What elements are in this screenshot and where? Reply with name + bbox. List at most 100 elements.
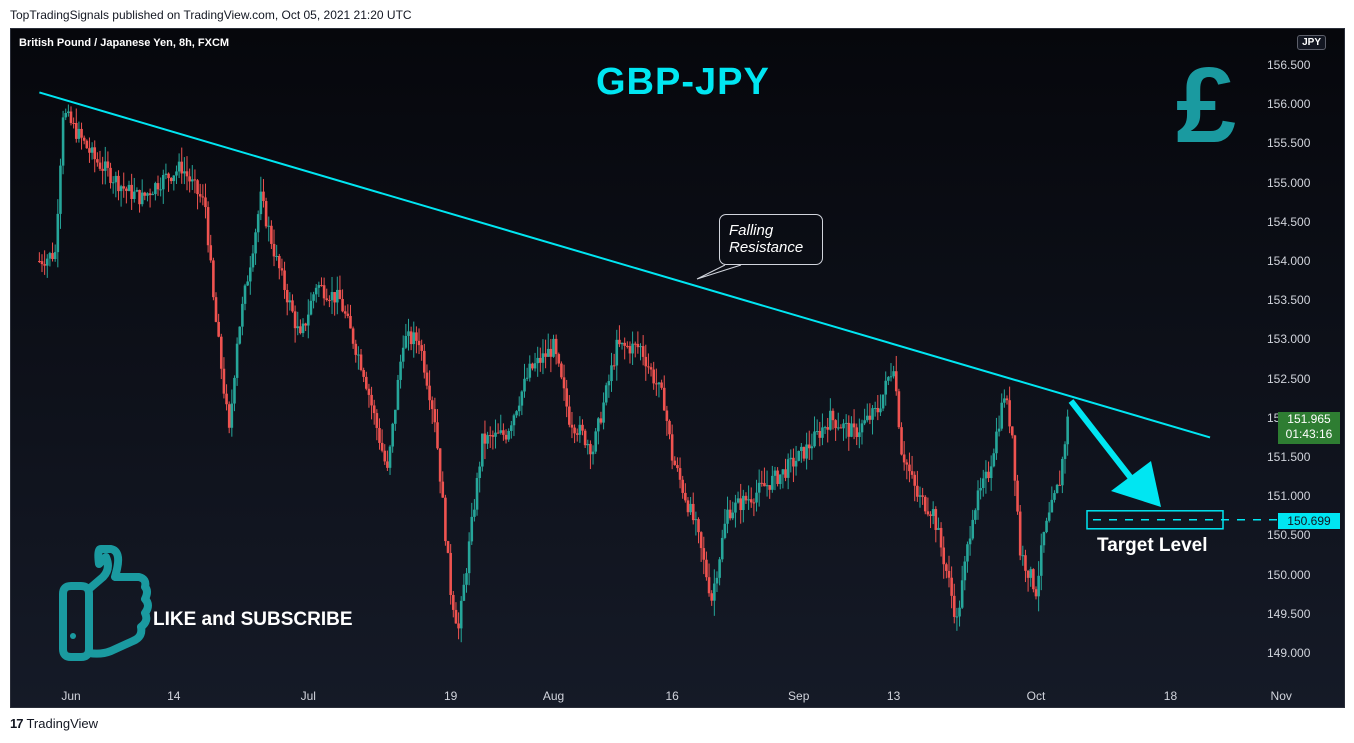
- candle-body: [48, 253, 52, 259]
- candle-body: [660, 382, 663, 388]
- chart-area[interactable]: British Pound / Japanese Yen, 8h, FXCM J…: [10, 28, 1345, 708]
- candle-body: [992, 453, 996, 467]
- pound-icon: £: [1176, 44, 1237, 165]
- chart-canvas[interactable]: [11, 29, 1346, 709]
- candle-body: [686, 500, 690, 513]
- candle-body: [549, 348, 553, 357]
- candle-body: [565, 388, 568, 407]
- candle-body: [578, 424, 582, 435]
- candle-body: [230, 403, 234, 428]
- candle-body: [415, 332, 418, 341]
- candle-body: [430, 400, 434, 410]
- candle-body: [739, 498, 742, 511]
- candle-body: [689, 503, 692, 513]
- candle-body: [995, 431, 998, 454]
- candle-body: [636, 343, 640, 348]
- callout-line-1: Falling: [729, 222, 774, 239]
- candle-body: [855, 427, 859, 438]
- y-tick-label: 156.000: [1267, 97, 1311, 112]
- callout-line-2: Resistance: [729, 239, 804, 256]
- candle-body: [720, 537, 724, 560]
- candle-body: [248, 267, 252, 282]
- candle-body: [483, 433, 487, 444]
- candle-body: [117, 175, 120, 192]
- candle-body: [908, 464, 911, 472]
- candle-body: [262, 191, 265, 202]
- candle-body: [694, 519, 698, 521]
- candle-body: [573, 427, 576, 434]
- candle-body: [778, 474, 782, 484]
- candle-body: [937, 527, 940, 530]
- candle-body: [1058, 484, 1062, 486]
- candle-body: [726, 509, 729, 524]
- candle-body: [53, 252, 57, 260]
- x-tick-label: 18: [1163, 689, 1178, 703]
- x-tick-label: 19: [443, 689, 458, 703]
- candle-body: [821, 427, 824, 438]
- candle-body: [1061, 459, 1064, 486]
- candle-body: [346, 313, 350, 316]
- candle-body: [655, 383, 658, 385]
- candle-body: [628, 346, 632, 354]
- y-tick-label: 149.500: [1267, 606, 1311, 621]
- candle-body: [227, 404, 231, 428]
- candle-body: [926, 511, 930, 515]
- candle-body: [103, 161, 107, 171]
- candle-body: [372, 405, 376, 414]
- candle-body: [510, 425, 513, 431]
- footer-brand[interactable]: 17 TradingView: [10, 716, 98, 731]
- candle-body: [515, 411, 518, 416]
- candle-body: [681, 479, 684, 493]
- candle-body: [396, 379, 400, 410]
- candle-body: [718, 559, 721, 578]
- candle-body: [328, 300, 331, 302]
- candle-body: [512, 415, 516, 426]
- candle-body: [776, 470, 779, 484]
- currency-badge[interactable]: JPY: [1297, 35, 1326, 50]
- candle-body: [773, 470, 777, 476]
- last-price-tag: 151.965 01:43:16: [1278, 412, 1340, 444]
- candle-body: [111, 182, 115, 184]
- candle-body: [865, 415, 869, 421]
- y-tick-label: 150.500: [1267, 528, 1311, 543]
- candle-body: [77, 128, 81, 139]
- candle-body: [797, 450, 801, 461]
- candle-body: [425, 372, 429, 386]
- candle-body: [333, 292, 336, 303]
- candle-body: [504, 434, 508, 440]
- candle-body: [589, 443, 592, 455]
- candle-body: [807, 444, 811, 449]
- candle-body: [351, 328, 355, 344]
- candle-body: [475, 478, 479, 510]
- x-tick-label: 13: [886, 689, 901, 703]
- candle-body: [502, 430, 505, 435]
- candle-body: [894, 371, 898, 392]
- candle-body: [243, 285, 247, 304]
- candle-body: [1021, 555, 1025, 557]
- candle-body: [317, 285, 321, 288]
- candle-body: [61, 117, 65, 166]
- candle-body: [233, 377, 236, 404]
- candle-body: [860, 423, 864, 433]
- candle-body: [850, 423, 853, 437]
- candle-body: [106, 161, 110, 168]
- candle-body: [470, 516, 474, 542]
- candle-body: [868, 415, 872, 420]
- candle-body: [143, 192, 147, 196]
- candle-body: [1066, 416, 1069, 445]
- candle-body: [235, 343, 239, 378]
- candle-body: [322, 285, 326, 299]
- candle-body: [842, 423, 845, 429]
- candle-body: [871, 408, 874, 420]
- candle-body: [710, 593, 713, 601]
- candle-body: [433, 409, 437, 423]
- candle-body: [391, 423, 394, 447]
- candle-body: [541, 353, 545, 363]
- candle-body: [892, 371, 895, 377]
- candle-body: [670, 434, 674, 461]
- target-arrow-head: [1111, 461, 1161, 507]
- candle-body: [486, 435, 489, 444]
- candle-body: [923, 496, 927, 512]
- candle-body: [183, 171, 186, 174]
- candle-body: [939, 527, 943, 548]
